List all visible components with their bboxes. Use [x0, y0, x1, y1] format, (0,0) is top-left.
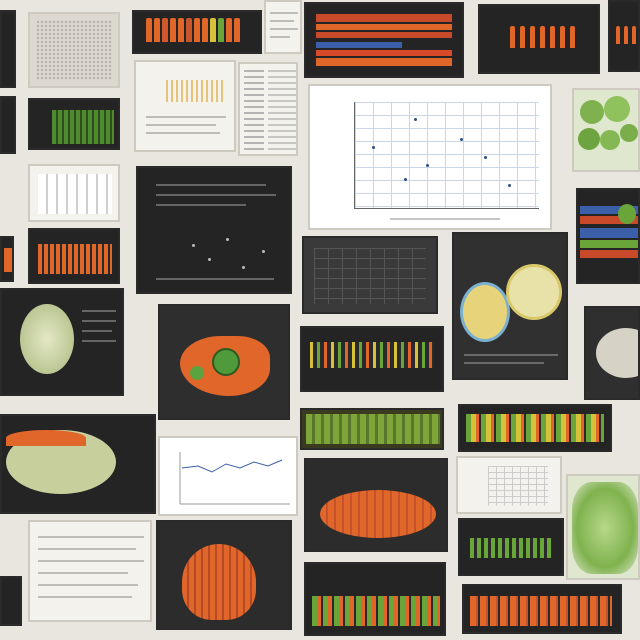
pumpkin-illustration [0, 414, 156, 514]
paper-notebook [28, 520, 152, 622]
orange-fish-illustration [158, 304, 290, 420]
paper-table-right [456, 456, 562, 514]
green-leaves-photo [572, 88, 640, 172]
green-bars-panel [28, 98, 120, 150]
dark-scatter-panel [136, 166, 292, 294]
scatter-point [372, 146, 375, 149]
scatter-point [426, 164, 429, 167]
orange-bars-left [28, 228, 120, 284]
colored-bars-row [300, 326, 444, 392]
orange-shell-illustration [156, 520, 292, 630]
melon-illustration [0, 288, 124, 396]
green-yellow-bars-strip [300, 408, 444, 450]
small-dark-panel [0, 10, 16, 88]
scatter-point [484, 156, 487, 159]
line-chart-paper [158, 436, 298, 516]
orange-pumpkin-panel [304, 458, 448, 552]
small-dark-panel-2 [0, 96, 16, 154]
orange-bars-bottom-right [462, 584, 622, 634]
scatter-point [460, 138, 463, 141]
small-corner-panel [0, 576, 22, 626]
scatter-plot-paper [308, 84, 552, 230]
scatter-point [508, 184, 511, 187]
line-chart [179, 452, 290, 505]
small-orange-panel-right [608, 0, 640, 72]
small-orange-edge [0, 236, 14, 282]
textured-fabric-photo [28, 12, 120, 88]
gray-grid-panel [302, 236, 438, 314]
scatter-point [404, 178, 407, 181]
paper-chart-small [134, 60, 236, 152]
paper-doc-columns [238, 62, 298, 156]
white-slats-panel [28, 164, 120, 222]
orange-bars-panel-top-right [478, 4, 600, 74]
paper-doc-top [264, 0, 302, 54]
orange-bar-strip-top [132, 10, 262, 54]
green-yellow-bars-right [458, 404, 612, 452]
cell-diagrams-panel [452, 232, 568, 380]
striped-rainbow-panel [304, 2, 464, 78]
colored-stripes-right [576, 188, 640, 284]
leaf-edge-panel [584, 306, 640, 400]
green-leaf-closeup [566, 474, 640, 580]
green-bars-mid-right [458, 518, 564, 576]
scatter-point [414, 118, 417, 121]
green-bars-bottom [304, 562, 446, 636]
